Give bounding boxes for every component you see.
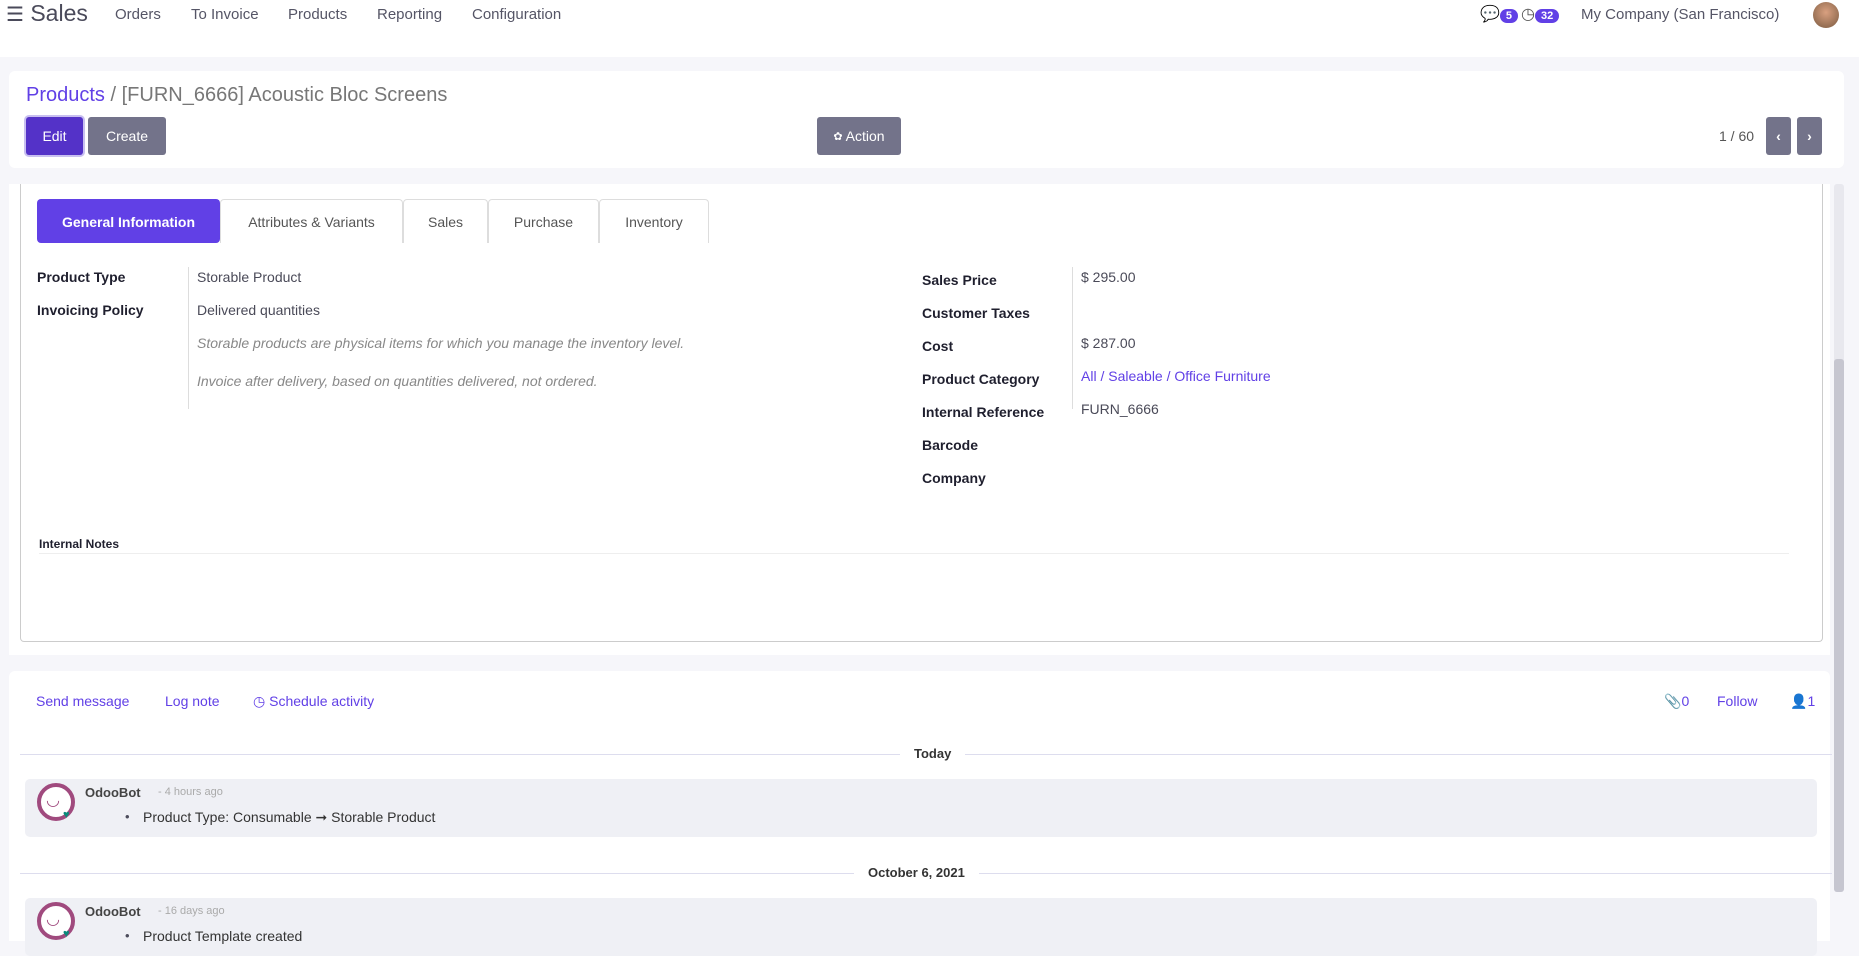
tab-attributes-variants[interactable]: Attributes & Variants bbox=[220, 199, 403, 243]
date-separator: October 6, 2021 bbox=[854, 865, 979, 880]
clock-icon: ◷ bbox=[1521, 6, 1535, 23]
online-status-icon: ♥ bbox=[63, 809, 70, 821]
bullet: • bbox=[125, 809, 130, 824]
tab-inventory[interactable]: Inventory bbox=[599, 199, 709, 243]
right-separator bbox=[1072, 267, 1073, 409]
pager-next-button[interactable]: › bbox=[1797, 117, 1822, 155]
product-type-label: Product Type bbox=[37, 269, 126, 285]
odoobot-avatar[interactable]: ◡ bbox=[37, 783, 75, 821]
schedule-activity-button[interactable]: ◷ Schedule activity bbox=[253, 693, 375, 709]
invoicing-policy-label: Invoicing Policy bbox=[37, 302, 144, 318]
gear-icon: ✿ bbox=[833, 130, 843, 143]
message-author[interactable]: OdooBot bbox=[85, 785, 141, 800]
menu-reporting[interactable]: Reporting bbox=[377, 6, 443, 23]
follow-button[interactable]: Follow bbox=[1717, 693, 1758, 709]
tab-general-information[interactable]: General Information bbox=[37, 199, 220, 243]
message: ◡ ♥ OdooBot - 4 hours ago • Product Type… bbox=[25, 779, 1817, 837]
action-button[interactable]: ✿ Action bbox=[817, 117, 901, 155]
field-value[interactable]: FURN_6666 bbox=[1081, 401, 1159, 417]
menu-configuration[interactable]: Configuration bbox=[472, 6, 562, 23]
menu-orders[interactable]: Orders bbox=[115, 6, 161, 23]
breadcrumb: Products / [FURN_6666] Acoustic Bloc Scr… bbox=[26, 84, 448, 106]
send-message-button[interactable]: Send message bbox=[36, 693, 130, 709]
control-panel: Products / [FURN_6666] Acoustic Bloc Scr… bbox=[9, 71, 1844, 168]
menu-products[interactable]: Products bbox=[288, 6, 348, 23]
odoobot-avatar[interactable]: ◡ bbox=[37, 902, 75, 940]
tab-sales[interactable]: Sales bbox=[403, 199, 488, 243]
field-value[interactable]: $ 295.00 bbox=[1081, 269, 1136, 285]
field-label: Barcode bbox=[922, 437, 979, 453]
internal-notes-field[interactable] bbox=[39, 553, 1789, 554]
field-label: Internal Reference bbox=[922, 404, 1045, 420]
followers-button[interactable]: 👤1 bbox=[1790, 693, 1816, 709]
top-navbar: ☰ Sales Orders To Invoice Products Repor… bbox=[0, 0, 1859, 57]
user-icon: 👤 bbox=[1790, 693, 1808, 709]
bullet: • bbox=[125, 928, 130, 943]
breadcrumb-products[interactable]: Products bbox=[26, 84, 105, 106]
tab-purchase[interactable]: Purchase bbox=[488, 199, 599, 243]
product-type-help: Storable products are physical items for… bbox=[197, 335, 685, 351]
field-label: Cost bbox=[922, 338, 954, 354]
scrollbar-thumb[interactable] bbox=[1834, 359, 1844, 892]
paperclip-icon: 📎 bbox=[1664, 693, 1682, 709]
message: ◡ ♥ OdooBot - 16 days ago • Product Temp… bbox=[25, 898, 1817, 956]
field-value[interactable]: $ 287.00 bbox=[1081, 335, 1136, 351]
create-button[interactable]: Create bbox=[88, 117, 166, 155]
message-body: Product Type: Consumable ➞ Storable Prod… bbox=[143, 809, 436, 825]
invoicing-policy-value[interactable]: Delivered quantities bbox=[197, 302, 320, 318]
page-title: [FURN_6666] Acoustic Bloc Screens bbox=[121, 84, 448, 106]
chatter: Send message Log note ◷ Schedule activit… bbox=[9, 671, 1832, 956]
log-note-button[interactable]: Log note bbox=[165, 693, 220, 709]
invoicing-policy-help: Invoice after delivery, based on quantit… bbox=[197, 373, 598, 389]
field-label: Customer Taxes bbox=[922, 305, 1030, 321]
message-body: Product Template created bbox=[143, 928, 303, 944]
company-switcher[interactable]: My Company (San Francisco) bbox=[1581, 6, 1780, 23]
chevron-left-icon: ‹ bbox=[1776, 128, 1781, 144]
field-label: Sales Price bbox=[922, 272, 997, 288]
chevron-right-icon: › bbox=[1807, 128, 1812, 144]
messages-button[interactable]: 💬 5 bbox=[1480, 4, 1519, 24]
message-time: - 16 days ago bbox=[158, 905, 225, 917]
date-separator: Today bbox=[900, 746, 966, 761]
online-status-icon: ♥ bbox=[63, 928, 70, 940]
field-value[interactable]: All / Saleable / Office Furniture bbox=[1081, 368, 1271, 384]
activities-button[interactable]: ◷ 32 bbox=[1521, 4, 1560, 24]
hamburger-menu-icon[interactable]: ☰ bbox=[6, 4, 24, 26]
message-time: - 4 hours ago bbox=[158, 786, 223, 798]
product-type-value[interactable]: Storable Product bbox=[197, 269, 302, 285]
app-brand[interactable]: ☰ Sales bbox=[6, 0, 88, 26]
user-avatar[interactable] bbox=[1813, 2, 1839, 28]
clock-icon: ◷ bbox=[253, 693, 266, 709]
edit-button[interactable]: Edit bbox=[26, 117, 83, 155]
menu-to-invoice[interactable]: To Invoice bbox=[191, 6, 259, 23]
field-label: Company bbox=[922, 470, 986, 486]
field-label: Product Category bbox=[922, 371, 1040, 387]
pager-previous-button[interactable]: ‹ bbox=[1766, 117, 1791, 155]
left-separator bbox=[188, 267, 189, 409]
pager-value[interactable]: 1 / 60 bbox=[1719, 128, 1755, 144]
scrollbar-track[interactable] bbox=[1834, 184, 1844, 892]
internal-notes-label: Internal Notes bbox=[39, 537, 120, 551]
attachments-button[interactable]: 📎0 bbox=[1664, 693, 1690, 709]
chat-icon: 💬 bbox=[1480, 6, 1500, 23]
form-sheet: General Information Attributes & Variant… bbox=[20, 184, 1823, 642]
message-author[interactable]: OdooBot bbox=[85, 904, 141, 919]
